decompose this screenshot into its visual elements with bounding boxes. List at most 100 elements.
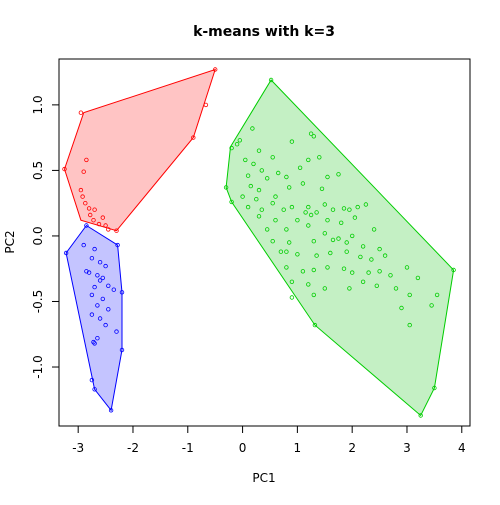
cluster-3-point <box>360 279 366 284</box>
cluster-3-point <box>243 157 248 163</box>
cluster-3-point <box>306 282 311 287</box>
cluster-3-point <box>429 303 434 308</box>
y-tick-label: -1.0 <box>31 355 45 378</box>
cluster-2-point <box>89 377 95 383</box>
cluster-2-point <box>92 246 97 252</box>
cluster-1-group <box>62 67 218 233</box>
cluster-3-point <box>322 202 327 207</box>
cluster-2-point <box>86 270 92 275</box>
cluster-3-point <box>399 305 404 311</box>
cluster-3-point <box>237 138 242 143</box>
cluster-3-point <box>382 253 388 258</box>
cluster-3-point <box>229 199 234 205</box>
cluster-3-point <box>366 270 371 275</box>
cluster-3-point <box>407 322 412 328</box>
cluster-2-point <box>84 223 89 228</box>
cluster-2-point <box>89 256 95 261</box>
cluster-2-point <box>63 250 69 256</box>
x-tick-label: -1 <box>182 441 194 455</box>
cluster-1-point <box>81 169 86 174</box>
cluster-3-point <box>306 223 311 228</box>
cluster-3-point <box>388 273 393 278</box>
cluster-1-point <box>96 221 102 227</box>
cluster-1-point <box>87 212 93 218</box>
cluster-3-point <box>363 202 369 207</box>
cluster-3-point <box>295 217 300 223</box>
cluster-2-point <box>106 283 111 288</box>
cluster-1-hull <box>63 68 216 232</box>
x-tick-label: 1 <box>294 441 302 455</box>
cluster-3-point <box>300 181 306 186</box>
y-tick-label: 0.5 <box>31 161 45 180</box>
cluster-3-point <box>311 292 316 298</box>
cluster-2-point <box>100 296 105 302</box>
cluster-3-point <box>336 172 341 177</box>
cluster-3-point <box>270 155 275 160</box>
cluster-3-point <box>311 134 316 139</box>
cluster-2-point <box>119 347 125 353</box>
cluster-1-point <box>191 135 196 140</box>
cluster-3-point <box>314 210 319 215</box>
cluster-3-point <box>297 165 303 170</box>
cluster-2-group <box>63 223 125 413</box>
cluster-2-point <box>119 290 125 295</box>
x-tick-label: 3 <box>403 441 411 455</box>
cluster-3-point <box>358 254 363 260</box>
cluster-3-point <box>369 257 374 262</box>
cluster-3-point <box>415 275 421 281</box>
cluster-1-point <box>114 228 119 233</box>
cluster-3-point <box>287 240 292 245</box>
cluster-3-point <box>256 187 262 193</box>
cluster-2-point <box>95 273 100 278</box>
cluster-3-point <box>259 207 264 212</box>
cluster-3-point <box>265 227 270 232</box>
cluster-3-point <box>270 238 275 244</box>
cluster-3-point <box>352 215 358 220</box>
cluster-3-point <box>287 185 292 190</box>
x-tick-label: 2 <box>348 441 356 455</box>
clusters-layer <box>62 67 456 418</box>
y-axis-label: PC2 <box>3 230 17 253</box>
cluster-3-point <box>377 269 382 274</box>
cluster-3-point <box>289 139 295 144</box>
cluster-3-point <box>308 212 314 218</box>
cluster-2-point <box>111 287 116 292</box>
cluster-3-point <box>284 249 289 254</box>
cluster-3-point <box>259 168 264 173</box>
cluster-3-point <box>314 253 319 258</box>
cluster-1-point <box>100 215 105 220</box>
cluster-1-point <box>91 217 96 223</box>
cluster-3-point <box>289 295 295 300</box>
cluster-3-point <box>330 207 336 212</box>
cluster-3-point <box>312 322 318 328</box>
cluster-3-point <box>248 183 253 189</box>
cluster-3-point <box>339 220 344 225</box>
cluster-3-point <box>265 176 270 181</box>
cluster-3-point <box>245 173 251 178</box>
cluster-1-point <box>84 157 89 163</box>
cluster-3-point <box>434 292 440 298</box>
cluster-3-point <box>325 265 330 270</box>
cluster-2-point <box>100 275 105 281</box>
y-tick-label: 1.0 <box>31 95 45 114</box>
cluster-2-point <box>92 284 97 290</box>
cluster-2-point <box>115 242 120 248</box>
cluster-3-point <box>268 77 274 83</box>
cluster-1-point <box>62 166 67 172</box>
cluster-2-point <box>108 408 114 413</box>
cluster-3-group <box>223 77 456 418</box>
y-tick-label: 0.0 <box>31 226 45 245</box>
cluster-1-point <box>83 200 88 206</box>
cluster-3-point <box>311 238 316 244</box>
cluster-3-point <box>371 227 377 232</box>
cluster-2-point <box>97 278 103 283</box>
x-tick-label: -2 <box>127 441 139 455</box>
cluster-2-point <box>97 260 103 265</box>
cluster-3-point <box>317 155 322 160</box>
cluster-3-point <box>281 207 286 212</box>
cluster-1-point <box>86 206 92 211</box>
cluster-3-point <box>270 200 275 206</box>
cluster-3-point <box>284 227 289 232</box>
x-tick-label: 4 <box>458 441 466 455</box>
